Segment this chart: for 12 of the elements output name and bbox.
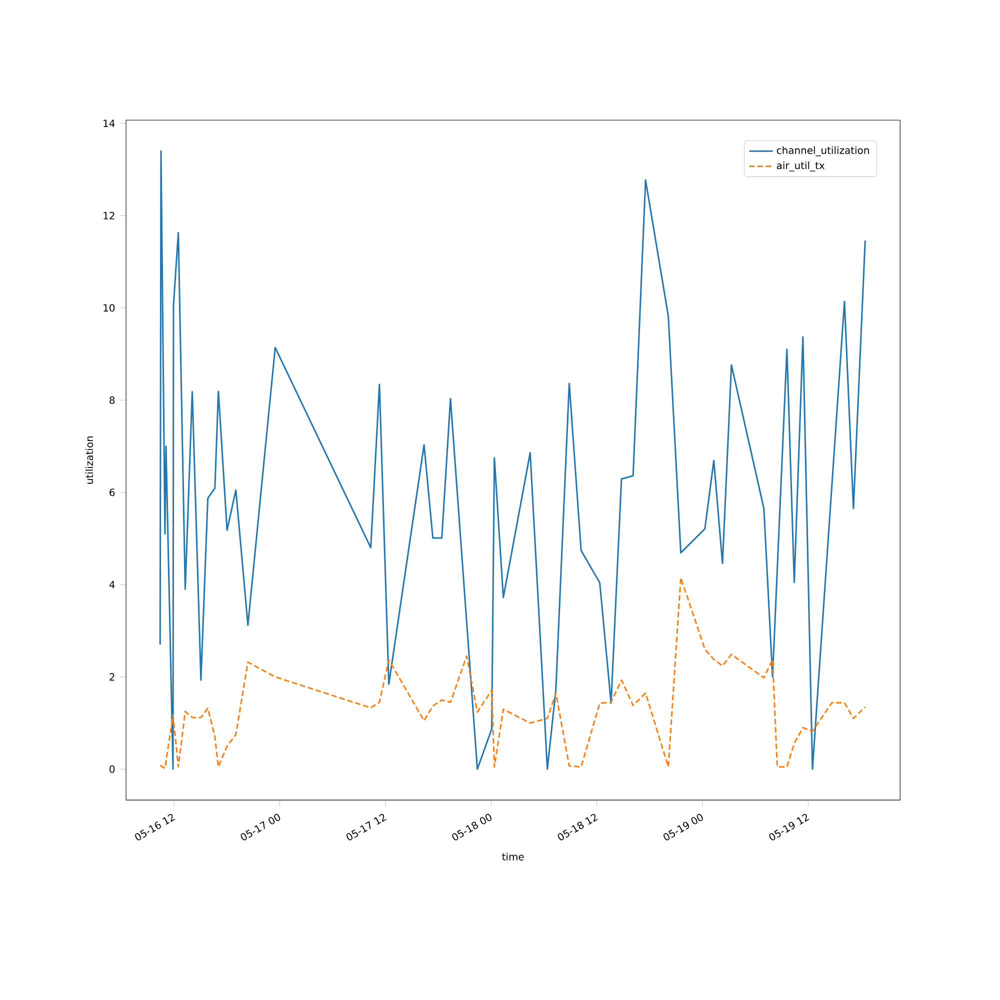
y-tick-label: 12 <box>104 212 114 220</box>
y-tick-label: 2 <box>110 673 114 681</box>
x-axis-title: time <box>502 852 524 860</box>
legend-label: channel_utilization <box>776 146 869 156</box>
y-axis-title: utilization <box>85 436 94 484</box>
y-tick-label: 10 <box>104 304 115 312</box>
legend-label: air_util_tx <box>776 161 825 172</box>
y-tick-label: 4 <box>109 580 115 588</box>
y-tick-label: 14 <box>104 120 115 127</box>
y-tick-label: 8 <box>110 396 115 404</box>
y-tick-label: 0 <box>110 765 115 773</box>
y-tick-label: 6 <box>110 488 115 496</box>
